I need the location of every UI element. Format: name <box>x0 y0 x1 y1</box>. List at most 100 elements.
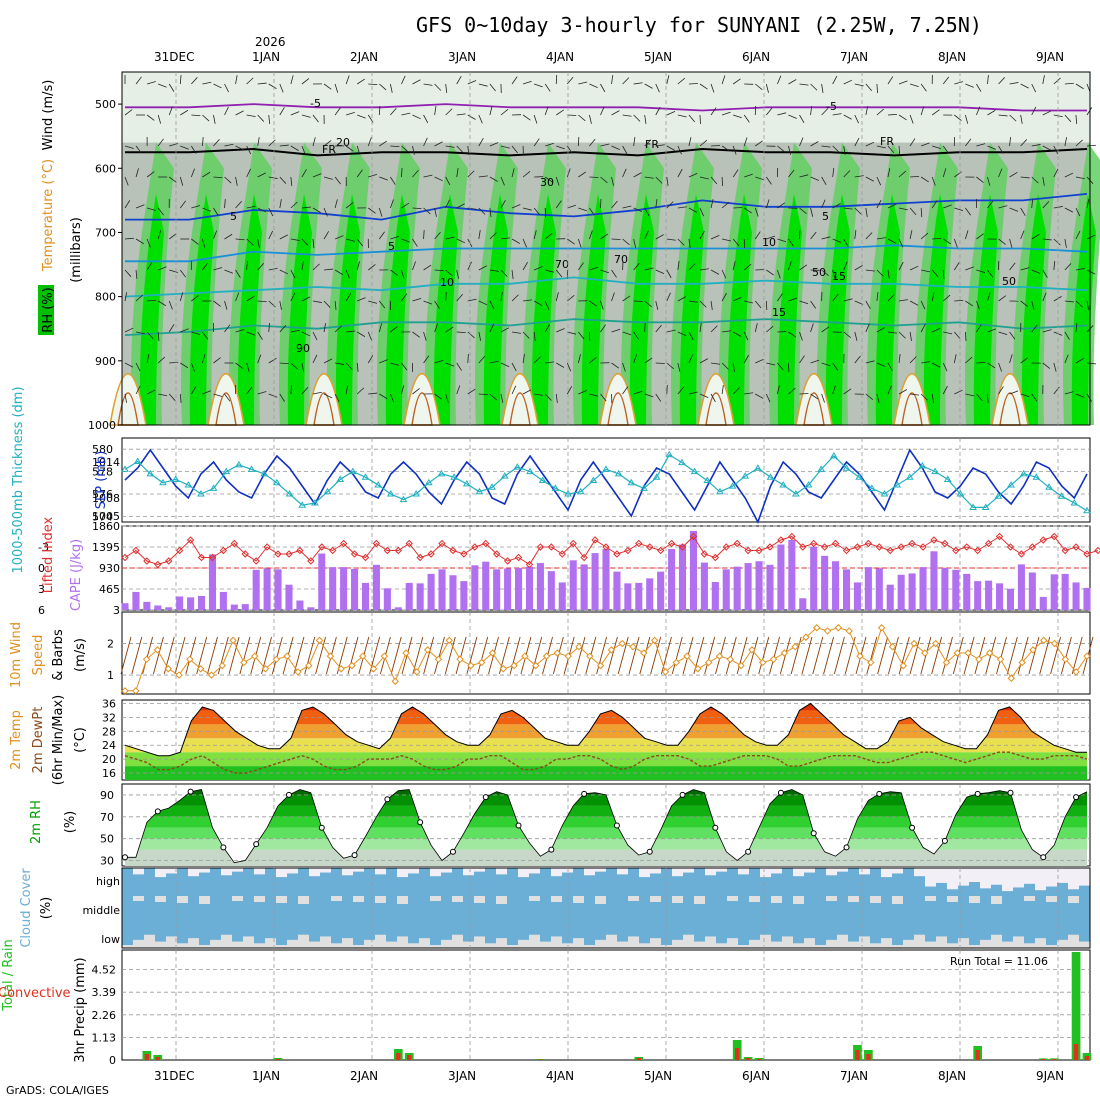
wind-barb <box>876 327 885 333</box>
thickness-marker <box>235 460 243 468</box>
date-label-top: 5JAN <box>644 50 672 64</box>
cloud-gap-middle <box>826 896 837 901</box>
wind-barb <box>931 269 939 278</box>
wind-barb <box>932 362 941 368</box>
precip-conv-bar <box>735 1048 740 1060</box>
wind-barb <box>356 145 361 155</box>
wind-barb <box>732 331 742 337</box>
wind-barb <box>998 114 1008 117</box>
cloud-gap-high <box>133 868 144 875</box>
wind-barb <box>290 269 296 279</box>
wind-barb <box>478 331 482 341</box>
wind-barb <box>987 362 996 369</box>
wind-barb <box>224 324 231 333</box>
wind-barb <box>135 362 141 372</box>
wind-barb <box>909 265 919 271</box>
wind-barb <box>965 300 974 307</box>
wind-barb <box>821 83 824 93</box>
wind-barb <box>721 269 727 279</box>
wind-barb <box>1009 114 1017 122</box>
wind-barb-10m <box>909 636 921 675</box>
rh-axis-label: RH (%) <box>41 287 56 332</box>
lifted-index-marker <box>427 550 435 558</box>
wind-speed-marker <box>953 649 961 657</box>
wind-barb <box>810 141 819 147</box>
cloud-gap-high <box>474 868 485 872</box>
slp-line <box>124 448 1088 524</box>
cloud-gap-low <box>672 939 683 948</box>
thickness-marker <box>576 487 585 495</box>
wind-barb <box>931 176 936 186</box>
rh-marker <box>1040 854 1047 861</box>
cape-bar <box>711 582 719 610</box>
wind-speed-marker <box>532 661 540 670</box>
wind-barb <box>1009 390 1019 395</box>
temp-contour-30 <box>705 392 727 426</box>
wind-barb <box>301 362 305 372</box>
wind-barb <box>279 362 289 365</box>
cape-bar <box>165 607 173 610</box>
wind-barb <box>1042 238 1052 241</box>
thickness-marker <box>1032 473 1041 480</box>
cloud-gap-high <box>375 868 386 875</box>
wind-speed-marker <box>240 658 248 667</box>
cloud-gap-middle <box>771 896 782 903</box>
cloud-gap-high <box>397 868 408 878</box>
wind-barb <box>633 262 640 271</box>
dry-boundary-layer <box>403 373 441 426</box>
wind-barb <box>710 362 721 365</box>
wind-barb <box>765 199 770 209</box>
cloud-gap-low <box>694 941 705 948</box>
lifted-index-marker <box>186 536 195 544</box>
cloud-gap-high <box>584 868 595 876</box>
ytick-left: 576 <box>92 488 113 501</box>
wind-barb <box>710 325 718 333</box>
cloud-row-label: high <box>96 875 120 888</box>
cape-bar <box>591 553 599 610</box>
wind-barb <box>301 78 310 85</box>
wind-barb <box>489 360 499 364</box>
wind-speed-marker <box>726 655 735 664</box>
wind-barb <box>1075 358 1084 364</box>
cloud-gap-low <box>419 938 430 948</box>
wind-barb <box>445 145 455 148</box>
dry-boundary-layer <box>893 373 931 426</box>
wind-barb <box>511 145 518 154</box>
wind-barb <box>202 390 211 395</box>
wind-barb <box>279 325 287 333</box>
cloud-gap-low <box>991 934 1002 948</box>
cloud-gap-high <box>859 868 870 875</box>
wind-barb <box>721 292 727 302</box>
cape-bar <box>307 607 315 610</box>
thickness-marker <box>842 464 851 471</box>
wind-barb <box>920 106 925 116</box>
thickness-marker <box>829 451 838 459</box>
wind-barb <box>1075 393 1085 398</box>
lifted-index-marker <box>799 543 807 551</box>
wind-barb <box>412 169 419 178</box>
wind-barb <box>246 145 252 155</box>
wind-barb <box>953 238 958 248</box>
wind-barb <box>611 269 617 278</box>
lifted-index-marker <box>711 553 720 562</box>
wind-barb <box>799 114 805 123</box>
cape-bar <box>143 601 151 610</box>
wind-barb <box>467 331 475 339</box>
wind-barb <box>544 324 551 333</box>
wind-barb <box>1020 176 1030 179</box>
wind-barb <box>434 300 440 309</box>
cloud-gap-low <box>947 943 958 948</box>
wind-barb-10m <box>1039 636 1051 675</box>
dry-boundary-layer <box>991 373 1029 426</box>
wind-barb <box>390 326 398 333</box>
wind-barb <box>390 176 396 185</box>
wind-barb <box>213 357 221 364</box>
wind-barb <box>467 114 476 120</box>
wind-barb <box>191 145 197 154</box>
wind-barb <box>135 294 144 302</box>
wind-barb <box>954 389 963 395</box>
wind-barb <box>832 168 835 178</box>
wind-barb <box>334 83 339 93</box>
cloud-gap-high <box>221 868 232 876</box>
cape-bar <box>1083 587 1091 610</box>
